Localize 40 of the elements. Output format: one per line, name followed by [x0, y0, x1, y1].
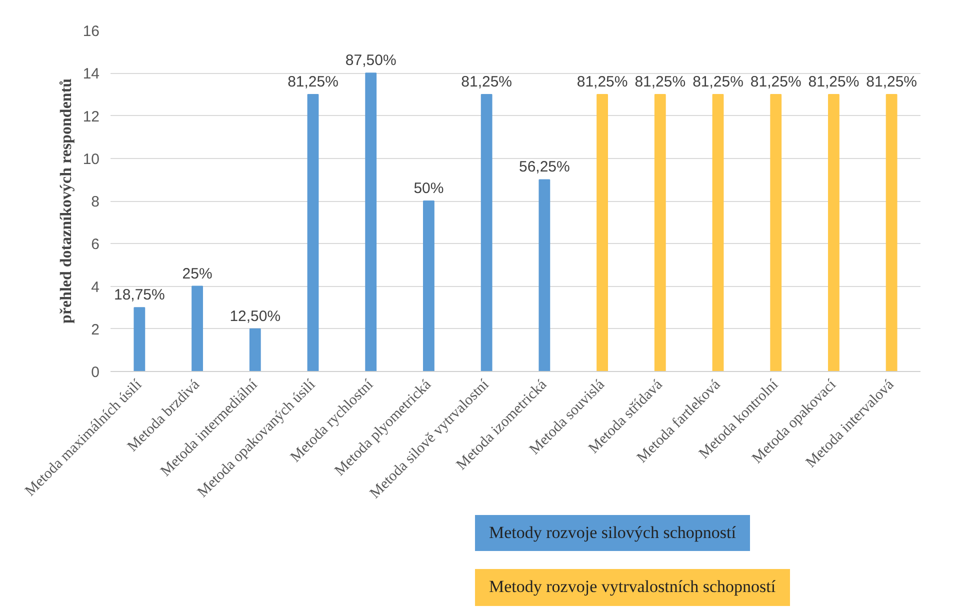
text: Metody rozvoje vytrvalostních schopností	[489, 576, 776, 598]
bar	[192, 286, 203, 372]
y-axis-title: přehled dotazníkových respondentů	[58, 78, 75, 324]
y-tick-label: 14	[82, 66, 100, 83]
bar	[480, 94, 492, 372]
annotation: 81,25%	[634, 73, 686, 90]
annotation: 18,75%	[114, 286, 165, 304]
y-tick-label: 4	[91, 278, 100, 296]
bar	[596, 94, 608, 372]
annotation: 56,25%	[518, 158, 570, 176]
y-tick-label: 10	[82, 150, 100, 168]
bar	[134, 307, 146, 372]
y-tick-label: 6	[91, 236, 100, 254]
annotation: 81,25%	[750, 73, 802, 90]
annotation: 81,25%	[288, 73, 338, 90]
annotation: 81,25%	[808, 73, 860, 90]
annotation: 25%	[182, 265, 212, 282]
bar	[365, 72, 377, 372]
bar	[770, 94, 782, 372]
bar	[712, 94, 724, 372]
annotation: 81,25%	[461, 73, 512, 90]
annotation: 50%	[414, 180, 444, 197]
bar	[423, 200, 434, 372]
annotation: 81,25%	[576, 73, 628, 90]
y-tick-label: 16	[82, 23, 100, 40]
annotation: 81,25%	[692, 73, 744, 90]
y-tick-label: 0	[91, 364, 100, 381]
y-tick-label: 12	[82, 108, 100, 126]
y-tick-label: 2	[91, 321, 100, 338]
bar	[538, 179, 550, 372]
annotation: 87,50%	[345, 52, 396, 70]
text: Metody rozvoje silových schopností	[489, 522, 736, 544]
bar	[249, 328, 261, 372]
bar	[886, 94, 898, 372]
bar	[828, 94, 840, 372]
annotation: 81,25%	[866, 73, 918, 90]
bar	[654, 94, 666, 372]
bar	[307, 94, 319, 372]
y-tick-label: 8	[91, 194, 100, 210]
annotation: 12,50%	[230, 308, 281, 325]
